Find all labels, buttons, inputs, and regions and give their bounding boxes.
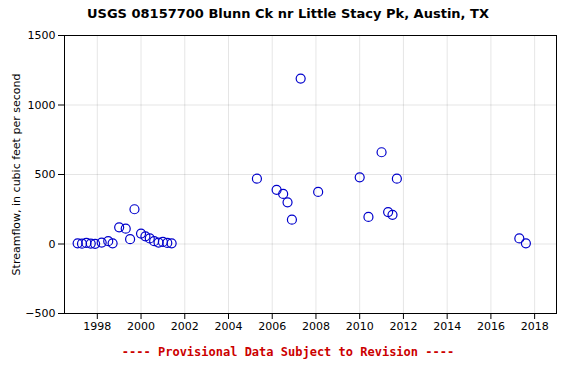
svg-text:2018: 2018	[521, 320, 549, 333]
svg-text:1000: 1000	[28, 99, 56, 112]
svg-text:2004: 2004	[215, 320, 243, 333]
svg-text:2008: 2008	[302, 320, 330, 333]
svg-text:1998: 1998	[83, 320, 111, 333]
svg-text:2010: 2010	[346, 320, 374, 333]
html-text:---- Provisional Data Subject: ---- Provisional Data Subject to Revisio…	[121, 345, 455, 359]
svg-text:0: 0	[49, 238, 56, 251]
svg-text:2014: 2014	[433, 320, 461, 333]
svg-text:−500: −500	[25, 307, 55, 320]
svg-text:Streamflow, in cubic feet per: Streamflow, in cubic feet per second	[10, 74, 23, 276]
svg-text:500: 500	[35, 168, 56, 181]
svg-text:2000: 2000	[127, 320, 155, 333]
html-text:USGS 08157700 Blunn Ck nr Litt: USGS 08157700 Blunn Ck nr Little Stacy P…	[87, 6, 489, 21]
svg-text:2012: 2012	[389, 320, 417, 333]
svg-text:2016: 2016	[477, 320, 505, 333]
svg-text:2006: 2006	[258, 320, 286, 333]
svg-text:1500: 1500	[28, 29, 56, 42]
svg-text:2002: 2002	[171, 320, 199, 333]
